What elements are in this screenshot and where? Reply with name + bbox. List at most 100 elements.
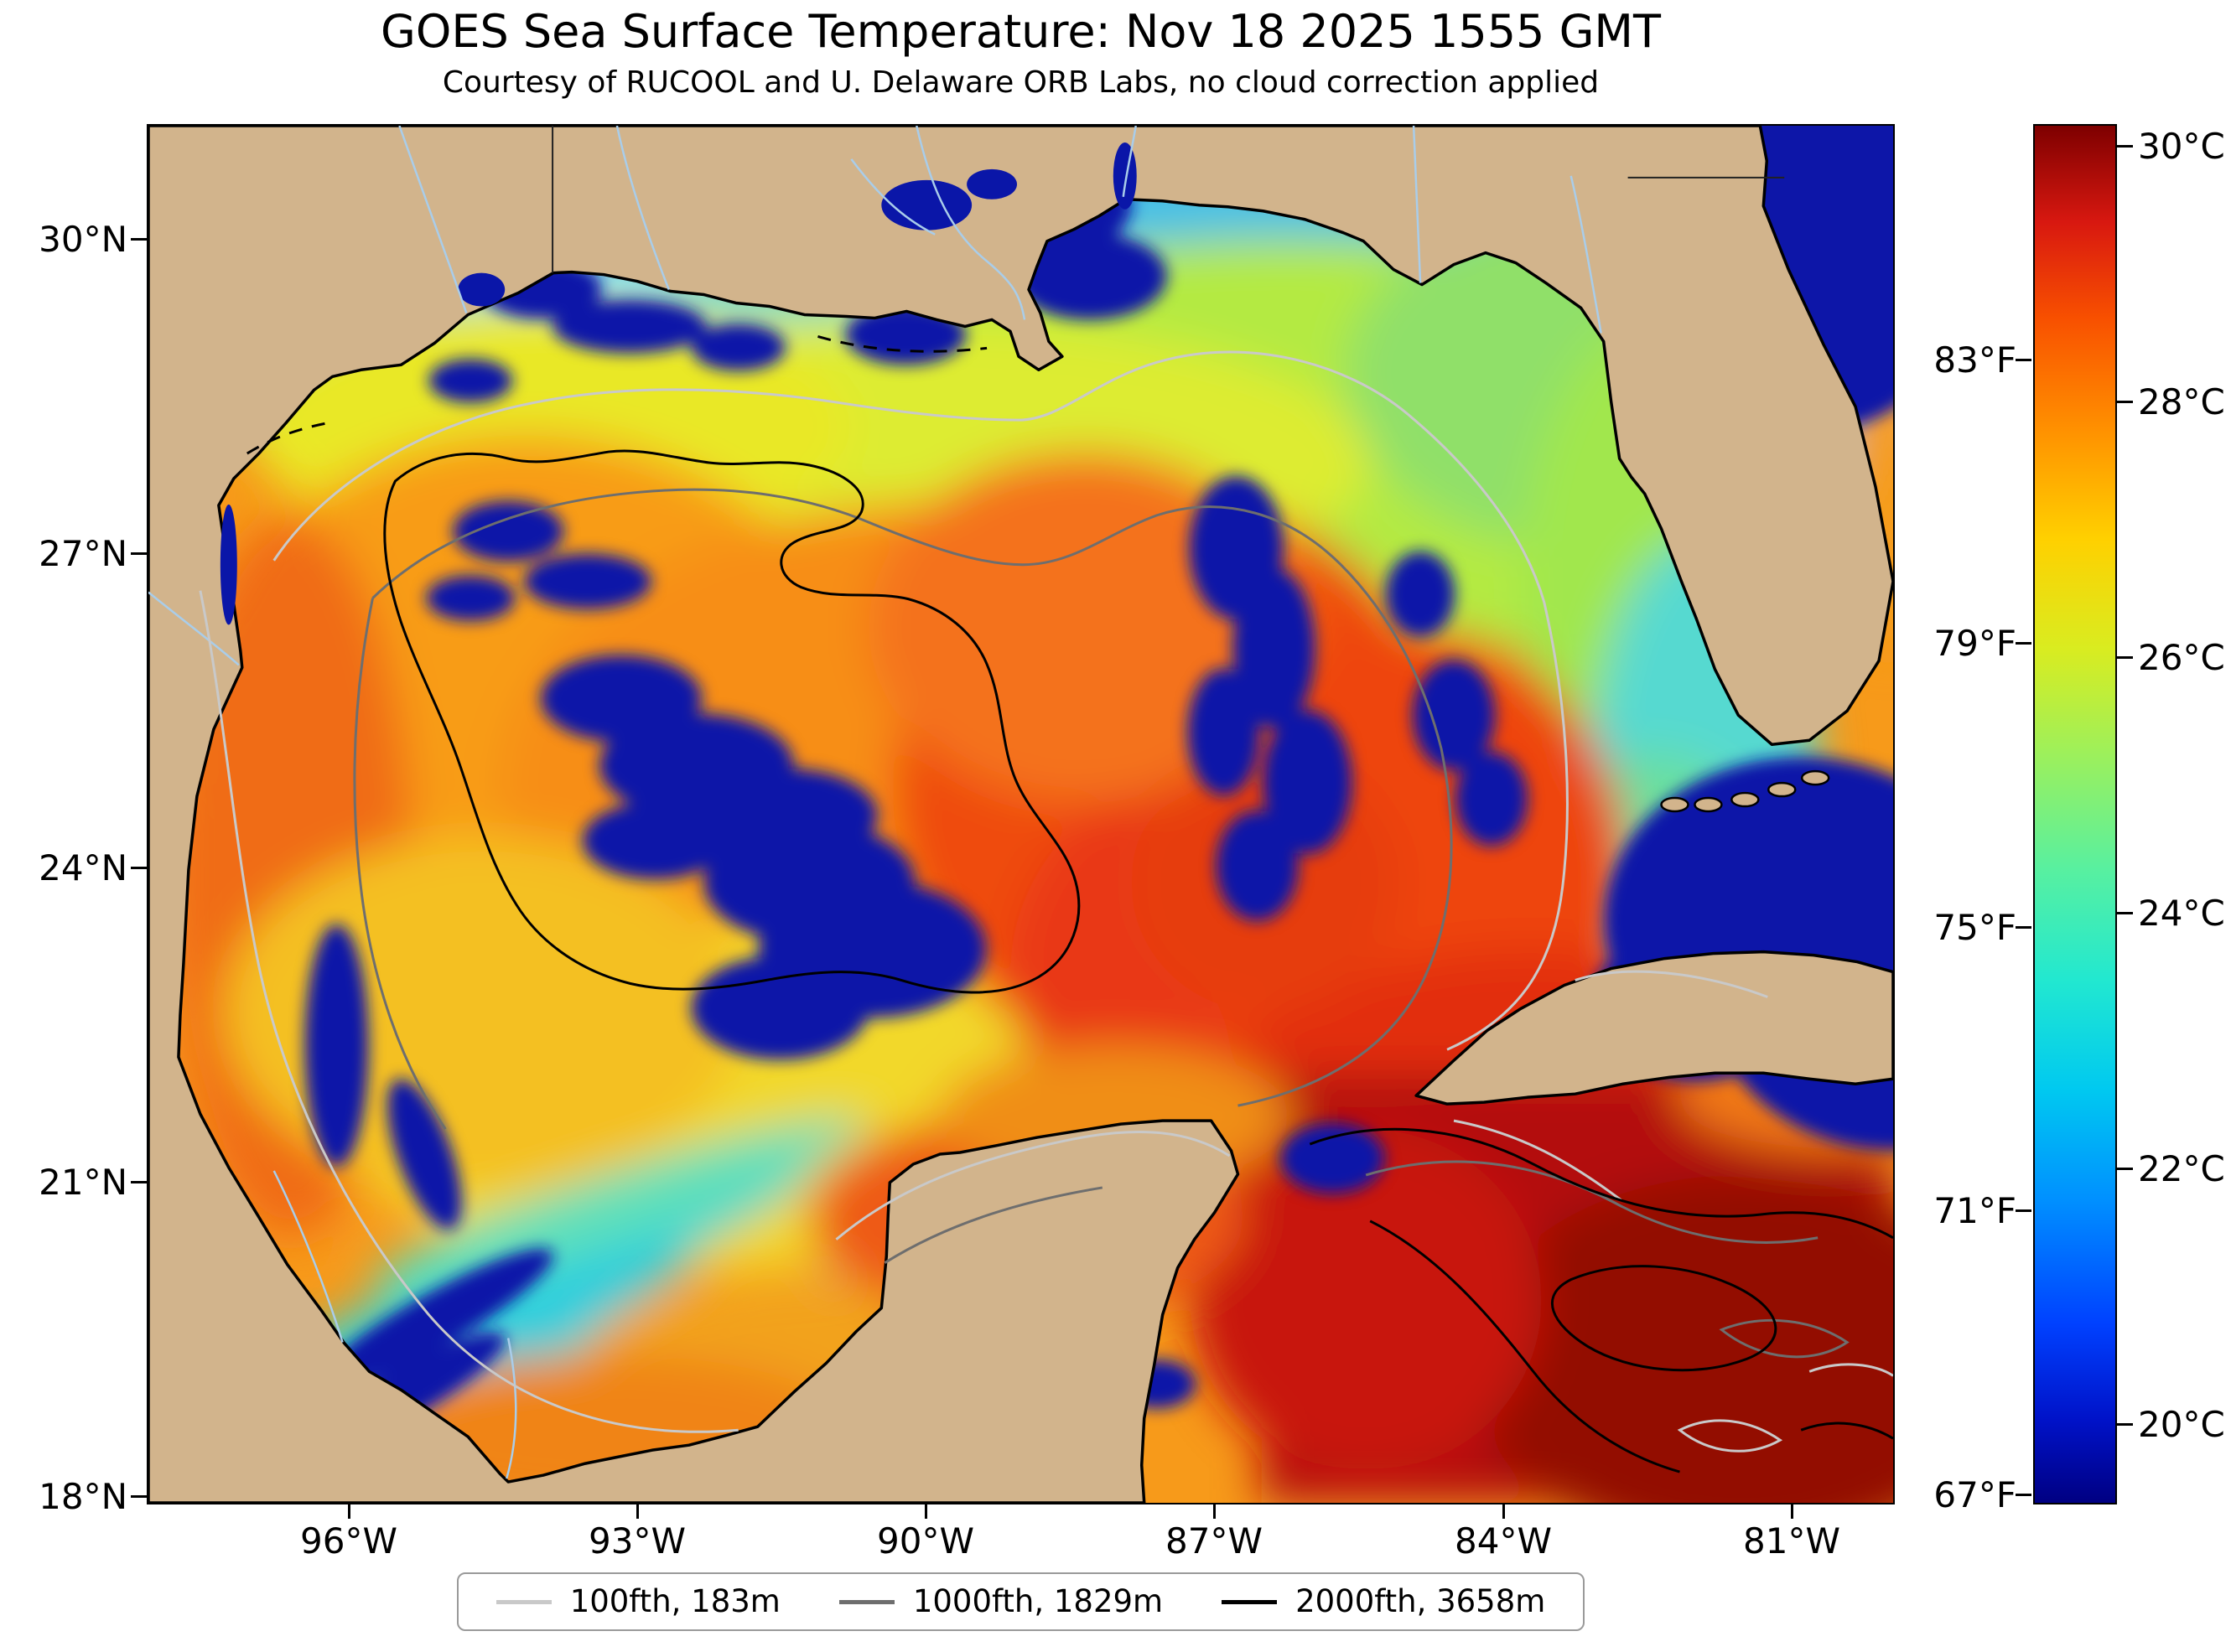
land-masses — [148, 126, 1893, 1503]
gulf-of-mexico-sst-map — [148, 126, 1893, 1503]
colorbar-tick — [2016, 1209, 2031, 1212]
key-island — [1730, 791, 1760, 808]
colorbar-c-label: 24°C — [2138, 893, 2225, 934]
legend-item-100fth: 100fth, 183m — [495, 1582, 781, 1621]
contour-2000fth-path — [1800, 1422, 1893, 1440]
mobile-bay — [1113, 142, 1137, 210]
contour-line-swatch — [495, 1599, 552, 1604]
colorbar-f-label: 71°F — [1933, 1190, 2016, 1231]
contour-2000fth-path — [1369, 1220, 1680, 1473]
sst-blob — [1190, 1129, 1542, 1473]
legend-row: 100fth, 183m 1000fth, 1829m 2000fth, 365… — [147, 1572, 1895, 1631]
river — [1122, 126, 1137, 197]
cloud-blob — [1280, 1123, 1385, 1194]
land-cuba — [1414, 950, 1893, 1106]
sst-cool-filament — [370, 1118, 864, 1291]
colorbar-tick — [2117, 656, 2133, 659]
legend-label: 2000fth, 3658m — [1295, 1583, 1546, 1619]
x-tick — [925, 1504, 927, 1519]
river — [272, 1170, 344, 1343]
y-tick — [131, 1181, 147, 1183]
cloud-blob — [553, 299, 707, 354]
legend-label: 100fth, 183m — [569, 1583, 781, 1619]
cloud-blob — [1232, 567, 1315, 729]
legend-item-2000fth: 2000fth, 3658m — [1222, 1582, 1545, 1621]
laguna-madre — [220, 504, 237, 625]
x-tick-label: 96°W — [300, 1520, 397, 1561]
colorbar-tick — [2016, 926, 2031, 929]
x-tick — [348, 1504, 350, 1519]
river — [850, 158, 936, 236]
cloud-blob — [312, 1248, 553, 1395]
x-tick-label: 93°W — [589, 1520, 686, 1561]
contour-2000fth-path — [1309, 1127, 1893, 1240]
contour-1000fth-path — [353, 598, 447, 1130]
cloud-blob — [387, 1079, 462, 1230]
colorbar-gradient — [2033, 124, 2117, 1504]
colorbar-tick — [2117, 1423, 2133, 1426]
key-island — [1800, 769, 1830, 786]
legend-item-1000fth: 1000fth, 1829m — [838, 1582, 1164, 1621]
contour-2000fth — [246, 334, 1893, 1473]
page-subtitle: Courtesy of RUCOOL and U. Delaware ORB L… — [442, 65, 1600, 100]
contour-dashed-path — [817, 334, 988, 353]
state-borders — [552, 126, 1785, 273]
river — [615, 126, 670, 290]
colorbar-tick — [2117, 1168, 2133, 1170]
contour-1000fth-path — [1719, 1318, 1850, 1359]
colorbar-tick — [2117, 145, 2133, 148]
y-tick — [131, 552, 147, 555]
cloud-blob — [1013, 232, 1167, 320]
apalachicola-river — [1412, 126, 1422, 283]
key-island — [1660, 796, 1689, 813]
contour-line-swatch — [1222, 1599, 1278, 1604]
cloud-blob — [583, 802, 727, 879]
key-island — [1767, 781, 1797, 798]
cloud-blob — [426, 575, 516, 621]
cloud-blob — [1187, 668, 1260, 796]
contour-1000fth-path — [1365, 1160, 1819, 1244]
contour-100fth — [199, 350, 1893, 1453]
x-tick-label: 81°W — [1743, 1520, 1840, 1561]
colorbar-f-label: 79°F — [1933, 623, 2016, 664]
contour-2000fth-path — [1551, 1265, 1777, 1372]
colorbar-tick — [2117, 401, 2133, 403]
colorbar-f-label: 83°F — [1933, 339, 2016, 381]
x-tick-label: 90°W — [877, 1520, 974, 1561]
river — [398, 126, 468, 313]
cloud-blob — [524, 553, 651, 609]
land-north-america-mexico-yucatan — [148, 126, 1893, 1503]
key-island — [1694, 796, 1723, 813]
colorbar-f-label: 75°F — [1933, 907, 2016, 948]
map-plot-area — [147, 124, 1895, 1504]
cloud-blob — [1413, 660, 1495, 771]
cloud-blob — [1455, 752, 1528, 846]
colorbar-tick — [2016, 359, 2031, 361]
colorbar-c-label: 30°C — [2138, 126, 2225, 167]
legend: 100fth, 183m 1000fth, 1829m 2000fth, 365… — [456, 1572, 1585, 1631]
contour-2000fth-path — [383, 449, 1081, 994]
cloud-blob — [453, 500, 564, 562]
x-tick-label: 87°W — [1165, 1520, 1263, 1561]
contour-1000fth-path — [884, 1186, 1103, 1264]
y-tick-label: 21°N — [39, 1162, 127, 1203]
colorbar-c-label: 20°C — [2138, 1404, 2225, 1445]
rivers — [148, 126, 1602, 1479]
sst-blob — [1466, 1175, 1893, 1503]
galveston-bay — [458, 272, 506, 307]
colorbar-c-label: 22°C — [2138, 1148, 2225, 1189]
lake-pontchartrain — [881, 179, 973, 230]
contour-1000fth — [353, 488, 1850, 1359]
legend-label: 1000fth, 1829m — [912, 1583, 1164, 1619]
x-tick-label: 84°W — [1455, 1520, 1552, 1561]
colorbar-tick — [2016, 1494, 2031, 1496]
x-tick — [1213, 1504, 1216, 1519]
y-tick — [131, 867, 147, 869]
contour-dashed-path — [246, 422, 326, 455]
contour-100fth-path — [1575, 970, 1768, 998]
contour-100fth-path — [1808, 1363, 1893, 1377]
cloud-blob — [304, 924, 369, 1167]
colorbar-tick — [2016, 642, 2031, 645]
contour-100fth-path — [272, 350, 1569, 1051]
suwannee-river — [1569, 175, 1602, 334]
